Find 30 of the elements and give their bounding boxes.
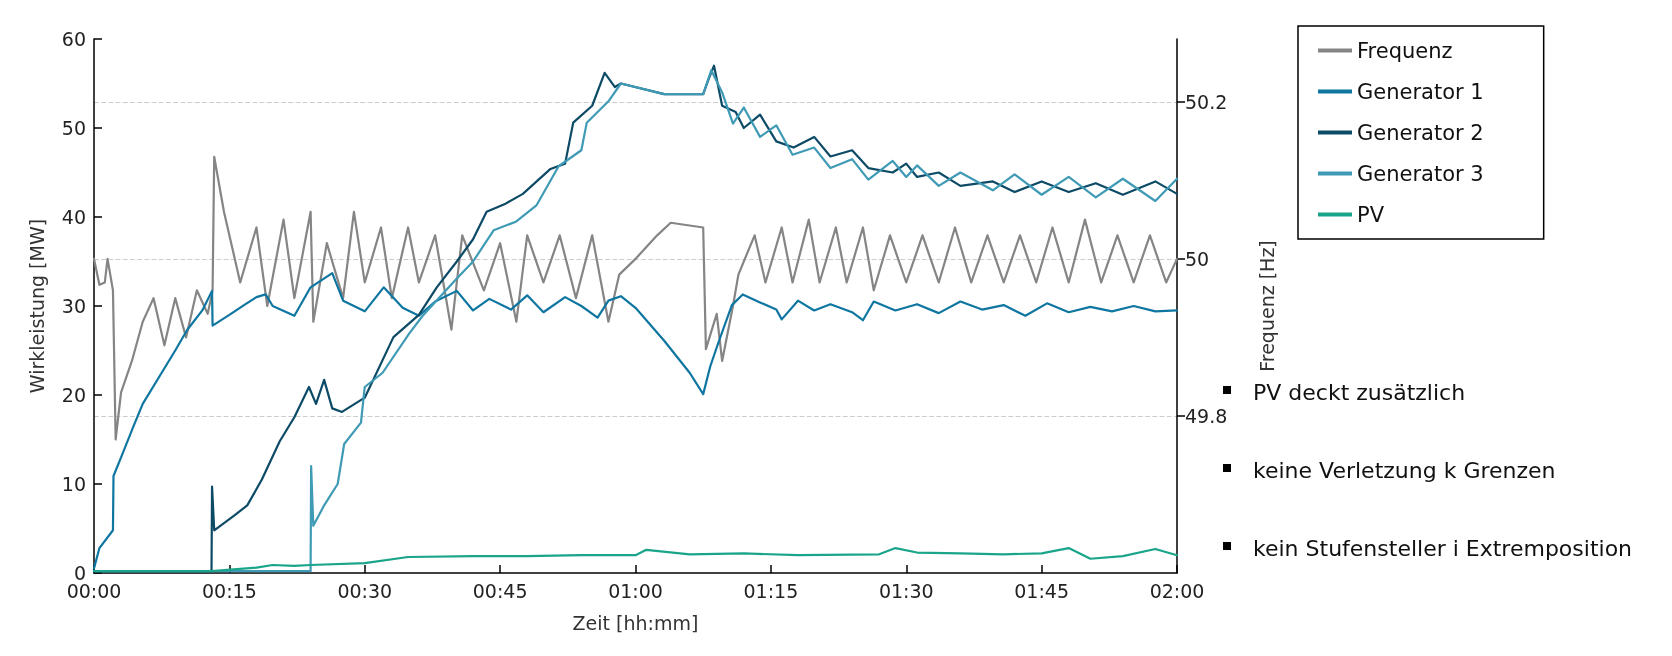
x-tick-label: 00:45	[472, 579, 528, 602]
legend-label: Generator 3	[1357, 161, 1484, 186]
y-tick-label: 20	[61, 384, 86, 406]
x-tick-label: 02:00	[1149, 579, 1205, 602]
x-tick-label: 01:00	[608, 579, 663, 602]
y-tick-label: 50	[61, 117, 86, 139]
x-tick-label: 00:30	[337, 579, 393, 602]
x-tick-label: 00:15	[201, 579, 257, 602]
y-axis-title: Wirkleistung [MW]	[25, 218, 48, 394]
x-tick-label: 01:45	[1014, 579, 1070, 602]
line-series	[92, 271, 1179, 570]
legend-label: Frequenz	[1357, 38, 1453, 63]
y2-tick-label: 50.2	[1185, 90, 1228, 113]
y-tick-label: 10	[61, 473, 86, 495]
line-series	[92, 155, 1179, 441]
legend-label: PV	[1357, 202, 1385, 227]
y2-tick-label: 50	[1185, 247, 1210, 270]
y-tick-label: 30	[61, 295, 86, 317]
y2-axis-title: Frequenz [Hz]	[1255, 240, 1278, 372]
legend-label: Generator 2	[1357, 120, 1484, 145]
y-tick-label: 60	[61, 28, 86, 50]
text: PV deckt zusätzlich	[1253, 379, 1466, 405]
text: kein Stufensteller i Extremposition	[1253, 535, 1633, 561]
x-axis-title: Zeit [hh:mm]	[572, 611, 699, 634]
x-tick-label: 01:30	[878, 579, 934, 602]
text: keine Verletzung k Grenzen	[1253, 457, 1556, 483]
y2-tick-label: 49.8	[1185, 404, 1228, 427]
legend-label: Generator 1	[1357, 79, 1484, 104]
x-tick-label: 01:15	[743, 579, 799, 602]
y-tick-label: 40	[61, 206, 86, 228]
